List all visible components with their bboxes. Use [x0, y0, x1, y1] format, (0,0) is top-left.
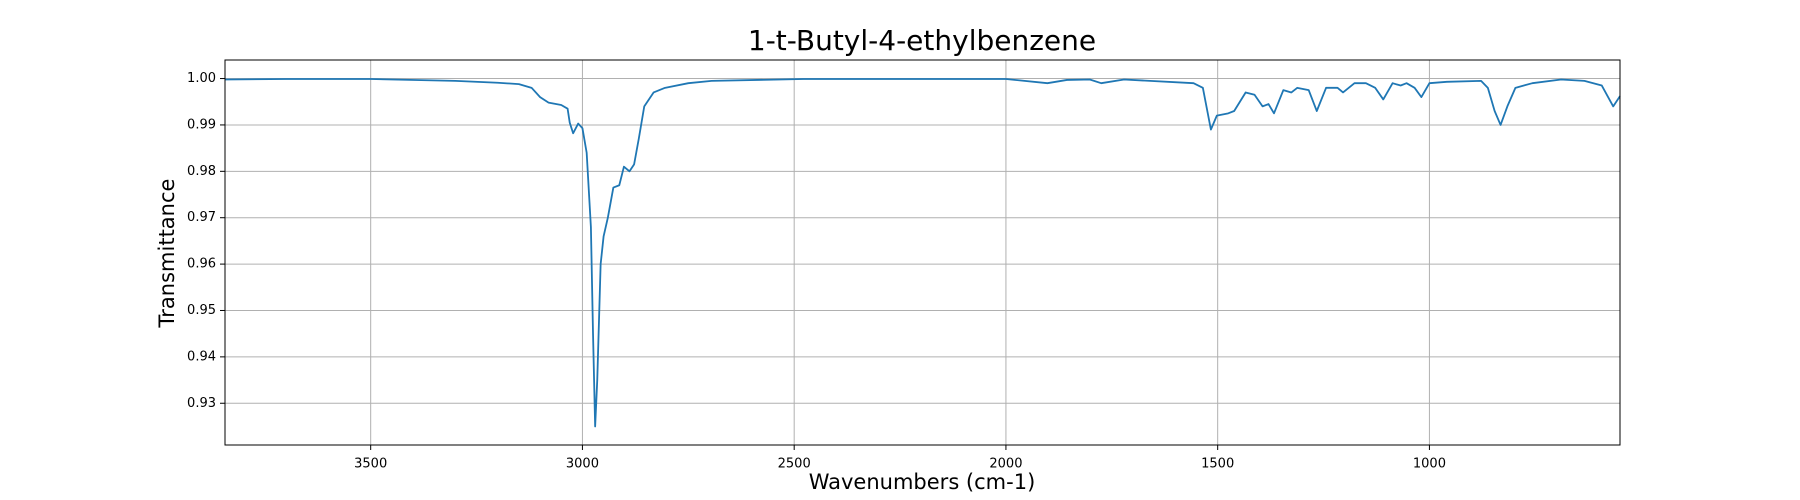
- ticks: 3500 3000 2500 2000 1500 1000 0.93 0.94 0.95 0.96…: [187, 71, 1446, 471]
- spectrum-line: [224, 78, 1621, 428]
- y-tick-label: 0.95: [187, 303, 216, 318]
- y-tick-label: 0.98: [187, 164, 216, 179]
- x-tick-label: 2500: [778, 457, 811, 472]
- y-tick-label: 0.94: [187, 349, 216, 364]
- axes-frame: [224, 59, 1621, 446]
- x-tick-label: 1000: [1413, 457, 1446, 472]
- y-tick-label: 1.00: [187, 71, 216, 86]
- y-tick-label: 0.99: [187, 117, 216, 132]
- plot-area: [224, 78, 1621, 428]
- y-tick-label: 0.97: [187, 210, 216, 225]
- x-tick-label: 3000: [566, 457, 599, 472]
- x-tick-label: 2000: [989, 457, 1022, 472]
- x-tick-label: 1500: [1201, 457, 1234, 472]
- x-axis-label: Wavenumbers (cm-1): [809, 470, 1036, 494]
- x-tick-label: 3500: [354, 457, 387, 472]
- y-tick-label: 0.96: [187, 257, 216, 272]
- chart-title: 1-t-Butyl-4-ethylbenzene: [748, 24, 1096, 57]
- y-axis-label: Transmittance: [155, 179, 179, 329]
- y-tick-label: 0.93: [187, 396, 216, 411]
